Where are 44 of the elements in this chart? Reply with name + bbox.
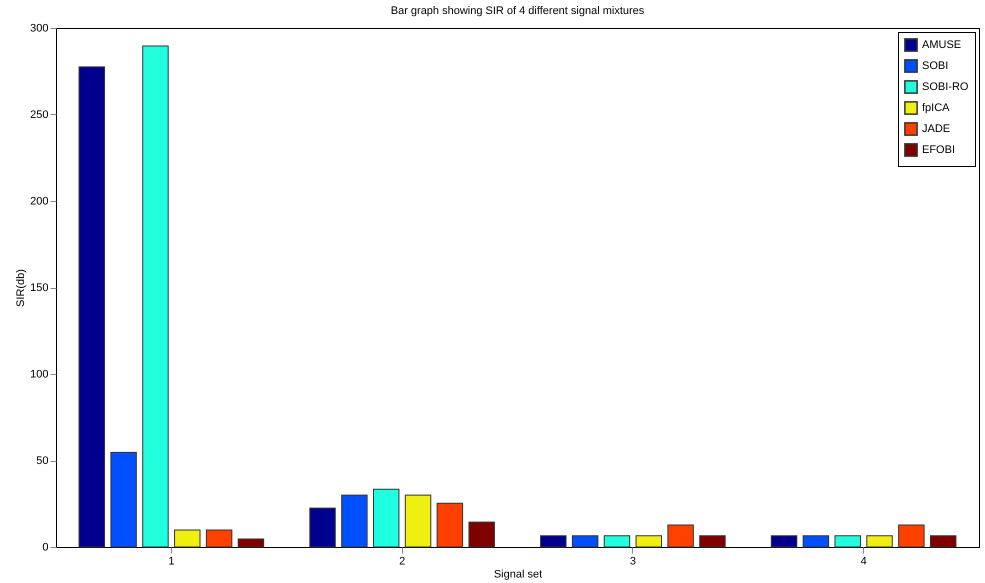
bar [468, 522, 495, 548]
bar [866, 535, 893, 548]
legend-label: JADE [922, 123, 950, 135]
bar [174, 530, 201, 548]
bar [930, 535, 956, 548]
y-axis-title: SIR(db) [15, 269, 28, 307]
bar [699, 535, 726, 548]
bar [898, 524, 925, 548]
bar [404, 494, 432, 548]
bar [540, 535, 567, 548]
bar [834, 535, 861, 548]
bar [309, 508, 336, 548]
bar [436, 502, 464, 548]
bar [667, 524, 694, 548]
x-tick-label: 1 [168, 556, 174, 568]
bar [206, 530, 232, 548]
bar [802, 535, 830, 548]
y-tick-label: 300 [30, 22, 48, 34]
y-tick-label: 150 [30, 282, 48, 294]
y-tick-label: 50 [36, 455, 48, 467]
chart-title: Bar graph showing SIR of 4 different signal mixtures [390, 5, 645, 17]
bar [770, 535, 798, 548]
y-tick-label: 200 [30, 196, 48, 208]
x-tick-label: 4 [860, 556, 867, 568]
bar [572, 535, 598, 548]
legend-label: EFOBI [922, 144, 956, 156]
bar [372, 488, 400, 548]
bar [142, 45, 169, 548]
bar [238, 538, 264, 548]
legend-label: fpICA [922, 102, 950, 114]
y-tick-label: 0 [42, 542, 48, 554]
x-tick-label: 3 [630, 556, 636, 568]
bar [341, 494, 368, 548]
bar [78, 66, 106, 548]
bar [604, 535, 630, 548]
y-tick-label: 250 [30, 109, 48, 121]
x-tick-label: 2 [399, 556, 406, 568]
legend-label: AMUSE [922, 39, 962, 51]
y-tick-label: 100 [30, 368, 48, 380]
legend-label: SOBI [922, 60, 948, 72]
x-axis-title: Signal set [494, 568, 542, 580]
bar [636, 535, 662, 548]
bar [110, 452, 137, 548]
legend-label: SOBI-RO [922, 81, 969, 93]
